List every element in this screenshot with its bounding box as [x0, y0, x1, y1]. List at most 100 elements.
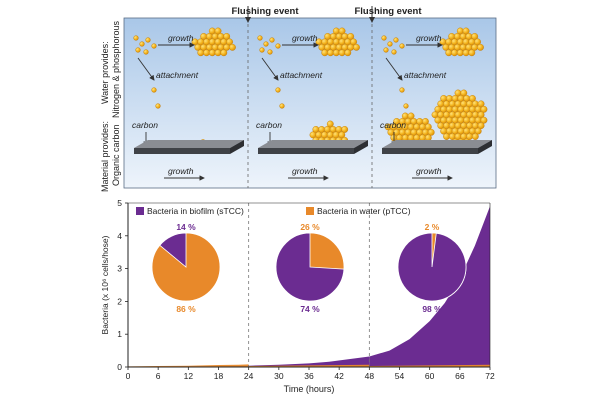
carbon-label: carbon: [256, 120, 282, 130]
pie-slice-biofilm: [159, 232, 187, 268]
pipe-wall-2-top: [258, 140, 368, 148]
bacterium-cell: [321, 49, 329, 57]
bacterium-cell: [471, 133, 479, 140]
bacterium-cell: [469, 95, 476, 102]
series-biofilm-area-3: [369, 206, 490, 367]
x-tick-label: 66: [455, 371, 465, 381]
growth-label-bottom: growth: [416, 166, 442, 176]
pipe-wall-2-front: [258, 148, 354, 154]
legend-swatch-1: [136, 207, 144, 215]
bacterium-cell: [197, 49, 205, 57]
flushing-event-label-1: Flushing event: [231, 6, 299, 17]
x-tick-label: 54: [395, 371, 405, 381]
bacterium-cell: [263, 41, 269, 47]
bacterium-cell: [422, 118, 429, 125]
pipe-wall-3-top: [382, 140, 492, 148]
bacterium-cell: [471, 33, 479, 40]
pipe-wall-1-top: [134, 140, 244, 148]
biofilm-process-diagram: growth attachment carbon growth growth attach…: [123, 6, 497, 189]
y-axis-label: Bacteria (x 10⁶ cells/hose): [100, 235, 110, 334]
bacterium-cell: [338, 27, 346, 35]
bacterium-cell: [383, 47, 389, 53]
y-tick-label: 0: [117, 362, 122, 372]
bacterium-cell: [474, 38, 481, 46]
side-label-material: Material provides:: [100, 120, 110, 192]
bacterium-cell: [403, 103, 409, 109]
y-tick-label: 4: [117, 231, 122, 241]
x-tick-label: 42: [334, 371, 344, 381]
growth-label-top: growth: [292, 33, 318, 43]
growth-label-top: growth: [168, 33, 194, 43]
bacteria-cluster-water: [439, 27, 484, 57]
bacterium-cell: [267, 49, 273, 55]
pie-label-top: 14 %: [176, 222, 196, 232]
y-tick-label: 3: [117, 264, 122, 274]
pipe-wall-3-side: [478, 140, 492, 154]
bacterium-cell: [269, 37, 275, 43]
pie-label-bottom: 98 %: [422, 304, 442, 314]
attachment-arrow: [385, 57, 403, 81]
pie-label-top: 2 %: [425, 222, 440, 232]
bacterium-cell: [477, 111, 485, 119]
legend-swatch-2: [306, 207, 314, 215]
bacterium-cell: [480, 105, 488, 113]
y-tick-label: 1: [117, 329, 122, 339]
bacterium-cell: [338, 49, 346, 57]
flushing-event-label-2: Flushing event: [354, 6, 422, 17]
bacterium-cell: [443, 133, 450, 140]
bacterium-cell: [407, 112, 415, 120]
pipe-wall-3-front: [382, 148, 478, 154]
bacterium-cell: [477, 43, 484, 51]
bacterium-cell: [393, 37, 399, 43]
bacterium-cell: [399, 43, 405, 49]
bacterium-cell: [279, 103, 285, 109]
bacteria-cluster-water: [191, 27, 236, 57]
attachment-label: attachment: [280, 70, 323, 80]
bacterium-cell: [427, 128, 435, 136]
growth-label-bottom: growth: [168, 166, 194, 176]
pie-label-bottom: 86 %: [176, 304, 196, 314]
pie-chart-1: 14 % 86 %: [151, 222, 221, 314]
bacterium-cell: [462, 27, 470, 35]
x-axis-label: Time (hours): [284, 384, 335, 394]
bacterium-cell: [275, 87, 281, 93]
x-tick-label: 18: [214, 371, 224, 381]
bacterium-cell: [226, 38, 233, 46]
bacterium-cell: [347, 33, 355, 40]
series-water-area-2: [248, 364, 370, 367]
bacterium-cell: [151, 43, 157, 49]
pipe-wall-2-side: [354, 140, 368, 154]
bacterium-cell: [462, 49, 470, 57]
y-tick-label: 5: [117, 198, 122, 208]
x-tick-label: 36: [304, 371, 314, 381]
bacterium-cell: [353, 43, 360, 51]
carbon-label: carbon: [132, 120, 158, 130]
bacterium-cell: [326, 120, 334, 128]
bacterium-cell: [451, 49, 458, 57]
bacterium-cell: [480, 116, 488, 124]
series-water-area-3: [369, 364, 490, 367]
x-tick-label: 6: [156, 371, 161, 381]
legend-label-1: Bacteria in biofilm (sTCC): [147, 206, 244, 216]
x-tick-label: 30: [274, 371, 284, 381]
bacterium-cell: [327, 49, 334, 57]
bacterium-cell: [214, 27, 222, 35]
bacterium-cell: [220, 49, 228, 57]
pie-chart-2: 26 % 74 %: [275, 222, 345, 314]
x-tick-label: 72: [485, 371, 495, 381]
bacterium-cell: [445, 49, 453, 57]
bacterium-cell: [145, 37, 151, 43]
attachment-arrow: [137, 57, 155, 81]
attachment-label: attachment: [156, 70, 199, 80]
bacterium-cell: [143, 49, 149, 55]
pie-slice-biofilm: [275, 232, 345, 302]
bacterium-cell: [391, 49, 397, 55]
bacterium-cell: [341, 126, 349, 133]
bacterium-cell: [338, 131, 346, 139]
legend-label-2: Bacteria in water (pTCC): [317, 206, 411, 216]
bacterium-cell: [223, 33, 231, 40]
attachment-label: attachment: [404, 70, 447, 80]
bacterium-cell: [257, 35, 263, 41]
bacterium-cell: [474, 127, 482, 135]
x-tick-label: 24: [244, 371, 254, 381]
